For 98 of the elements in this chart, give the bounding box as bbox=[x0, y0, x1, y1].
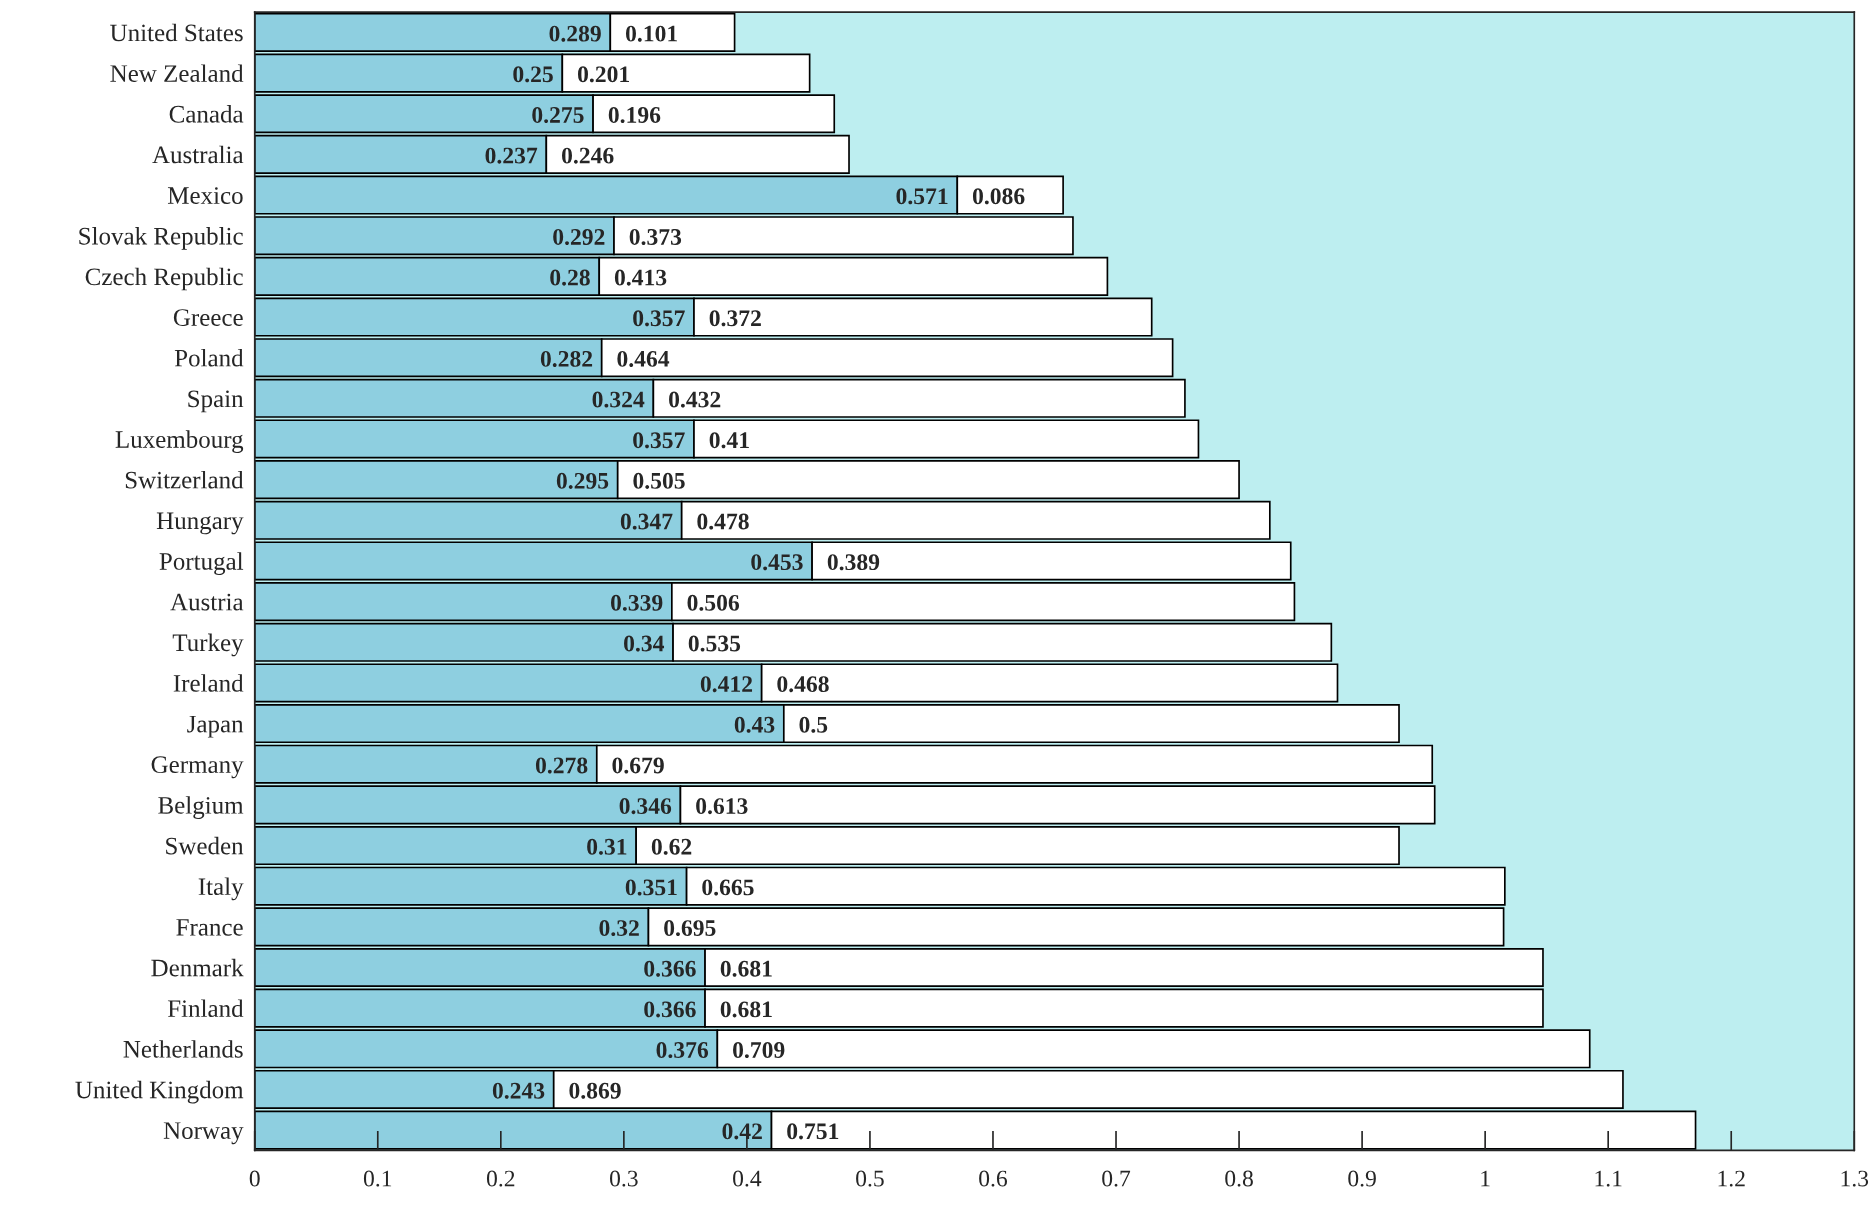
x-tick-label: 1 bbox=[1481, 1170, 1490, 1187]
x-tick-label: 0.4 bbox=[733, 1170, 762, 1187]
data-label: 0.665 bbox=[702, 879, 754, 896]
data-label: 0.25 bbox=[513, 66, 553, 83]
data-label: 0.366 bbox=[644, 1001, 696, 1018]
data-label: 0.42 bbox=[722, 1123, 762, 1140]
y-tick-label: Portugal bbox=[159, 552, 244, 576]
y-tick-label: Hungary bbox=[156, 512, 244, 535]
data-label: 0.346 bbox=[619, 798, 672, 815]
data-label: 0.31 bbox=[587, 838, 627, 855]
y-tick-label: Ireland bbox=[173, 674, 244, 692]
data-label: 0.506 bbox=[687, 594, 740, 611]
y-tick-label: Luxembourg bbox=[115, 430, 244, 454]
data-label: 0.278 bbox=[535, 757, 588, 774]
x-tick-label: 0.9 bbox=[1348, 1170, 1376, 1187]
data-label: 0.5 bbox=[799, 716, 828, 733]
data-label: 0.101 bbox=[625, 25, 677, 42]
data-label: 0.709 bbox=[733, 1042, 785, 1059]
data-label: 0.62 bbox=[651, 838, 692, 855]
data-label: 0.376 bbox=[656, 1042, 709, 1059]
y-tick-label: United States bbox=[110, 23, 243, 42]
data-label: 0.373 bbox=[629, 228, 682, 245]
data-label: 0.464 bbox=[617, 350, 670, 367]
data-label: 0.41 bbox=[709, 432, 749, 449]
data-label: 0.28 bbox=[550, 269, 590, 286]
y-tick-label: Italy bbox=[198, 877, 244, 901]
y-tick-label: Spain bbox=[188, 390, 244, 413]
data-label: 0.196 bbox=[608, 106, 661, 124]
data-label: 0.275 bbox=[532, 106, 584, 124]
y-tick-label: Belgium bbox=[158, 796, 244, 819]
data-label: 0.571 bbox=[896, 188, 948, 205]
data-label: 0.695 bbox=[664, 920, 716, 937]
x-tick-label: 0.1 bbox=[363, 1170, 392, 1187]
data-label: 0.357 bbox=[633, 432, 685, 449]
y-tick-label: Poland bbox=[174, 349, 244, 367]
data-label: 0.751 bbox=[787, 1123, 839, 1140]
x-tick-label: 1.3 bbox=[1841, 1170, 1869, 1187]
x-tick-label: 0.2 bbox=[486, 1170, 515, 1187]
x-tick-label: 0.5 bbox=[856, 1170, 884, 1187]
data-label: 0.292 bbox=[553, 228, 605, 245]
data-label: 0.869 bbox=[569, 1082, 621, 1099]
data-label: 0.413 bbox=[614, 269, 667, 286]
y-tick-label: Czech Republic bbox=[85, 267, 243, 291]
data-label: 0.366 bbox=[644, 960, 696, 977]
data-label: 0.412 bbox=[700, 676, 753, 693]
y-tick-label: Switzerland bbox=[125, 470, 244, 489]
y-tick-label: New Zealand bbox=[110, 64, 244, 83]
y-tick-label: Greece bbox=[173, 309, 243, 326]
y-tick-label: Austria bbox=[170, 593, 244, 611]
data-label: 0.295 bbox=[556, 472, 609, 489]
data-label: 0.347 bbox=[620, 513, 673, 530]
data-label: 0.372 bbox=[709, 310, 761, 327]
y-tick-label: Australia bbox=[152, 145, 244, 164]
y-tick-label: Canada bbox=[169, 105, 244, 123]
y-tick-label: France bbox=[176, 919, 243, 936]
y-tick-label: Netherlands bbox=[123, 1040, 243, 1058]
data-label: 0.535 bbox=[688, 635, 741, 652]
x-tick-label: 1.1 bbox=[1595, 1170, 1622, 1187]
data-label: 0.32 bbox=[599, 920, 639, 937]
y-tick-label: Mexico bbox=[167, 187, 243, 204]
data-label: 0.681 bbox=[720, 960, 772, 977]
data-label: 0.505 bbox=[633, 472, 685, 489]
y-tick-label: Denmark bbox=[151, 958, 244, 977]
data-label: 0.478 bbox=[697, 513, 749, 530]
y-tick-label: Finland bbox=[167, 999, 244, 1018]
data-label: 0.453 bbox=[751, 554, 803, 571]
x-tick-label: 0.3 bbox=[610, 1170, 638, 1187]
data-label: 0.086 bbox=[972, 188, 1025, 205]
y-tick-label: United Kingdom bbox=[75, 1080, 244, 1104]
y-tick-label: Japan bbox=[187, 715, 244, 738]
y-tick-label: Norway bbox=[163, 1122, 244, 1145]
y-tick-label: Turkey bbox=[172, 633, 244, 657]
data-label: 0.351 bbox=[625, 879, 677, 896]
data-label: 0.282 bbox=[540, 350, 593, 367]
data-label: 0.679 bbox=[612, 757, 664, 774]
data-label: 0.681 bbox=[720, 1001, 772, 1018]
x-tick-label: 0 bbox=[249, 1170, 260, 1187]
data-label: 0.243 bbox=[492, 1082, 545, 1099]
data-label: 0.389 bbox=[827, 554, 880, 571]
y-tick-label: Germany bbox=[151, 756, 244, 779]
data-label: 0.43 bbox=[734, 716, 775, 733]
y-tick-label: Slovak Republic bbox=[79, 227, 243, 250]
data-label: 0.201 bbox=[578, 66, 629, 83]
x-tick-label: 1.2 bbox=[1718, 1170, 1745, 1187]
data-label: 0.613 bbox=[696, 798, 748, 815]
data-label: 0.34 bbox=[624, 635, 665, 652]
data-label: 0.432 bbox=[669, 391, 721, 408]
data-label: 0.246 bbox=[562, 147, 614, 164]
x-tick-label: 0.8 bbox=[1225, 1170, 1253, 1187]
data-label: 0.289 bbox=[549, 25, 601, 42]
x-tick-label: 0.7 bbox=[1102, 1170, 1131, 1187]
data-label: 0.357 bbox=[633, 310, 685, 327]
data-label: 0.468 bbox=[777, 676, 829, 693]
x-tick-label: 0.6 bbox=[979, 1170, 1008, 1187]
data-label: 0.237 bbox=[485, 147, 538, 164]
data-label: 0.324 bbox=[592, 391, 645, 408]
y-tick-label: Sweden bbox=[166, 836, 244, 855]
data-label: 0.339 bbox=[611, 594, 663, 611]
